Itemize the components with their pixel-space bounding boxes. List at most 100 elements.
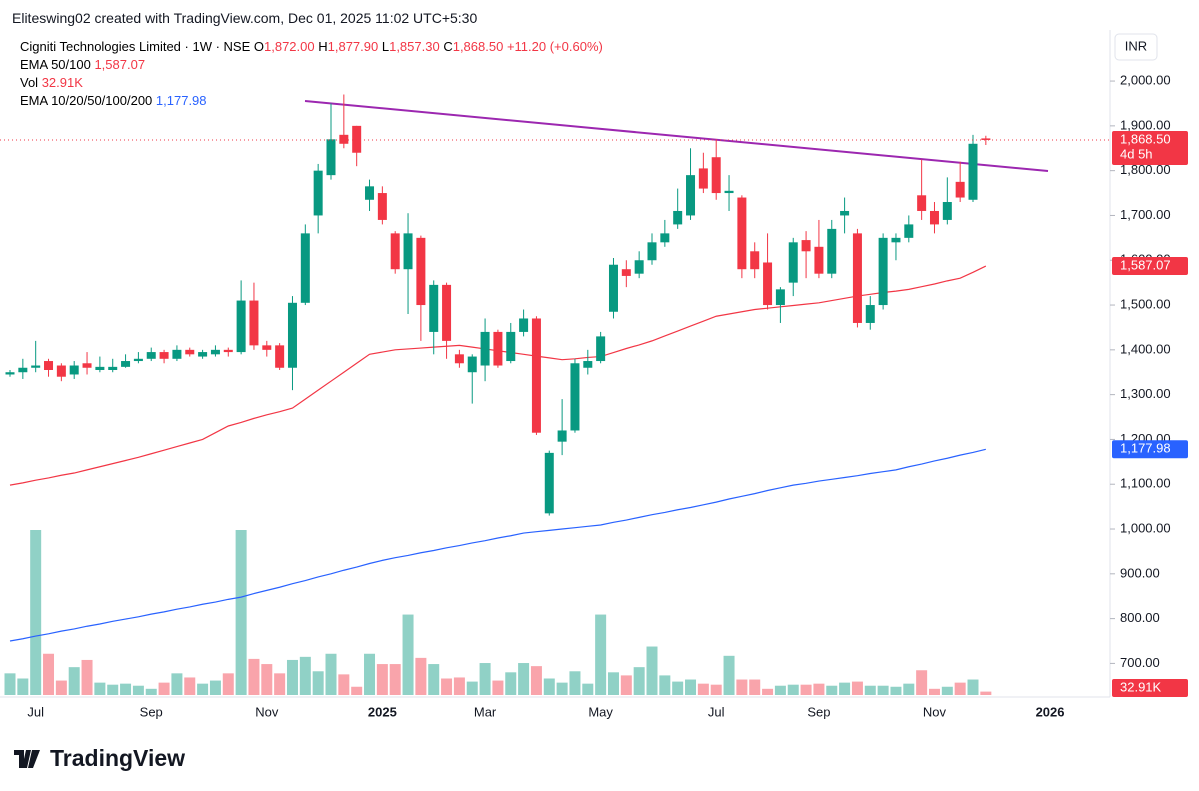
candle-body [852, 233, 862, 323]
candle-body [544, 452, 554, 514]
candle-body [711, 157, 721, 194]
candle-body [608, 264, 618, 312]
y-tick-label: 1,300.00 [1120, 386, 1171, 401]
volume-bar [954, 682, 966, 695]
legend-value: 1,177.98 [155, 93, 207, 108]
candle-body [673, 210, 683, 225]
volume-bar [569, 671, 581, 695]
y-tick-label: 2,000.00 [1120, 73, 1171, 88]
volume-bar [633, 667, 645, 695]
logo: TradingView [14, 745, 185, 771]
volume-bar [81, 659, 93, 695]
ohlc-value: 1,868.50 [452, 39, 504, 54]
legend-row: Cigniti Technologies Limited · 1W · NSE … [20, 38, 603, 56]
candle-body [262, 345, 272, 350]
ema-badge [1112, 440, 1188, 459]
volume-bar [415, 657, 427, 695]
candle-body [519, 318, 529, 332]
candle-body [570, 363, 580, 431]
candle-body [493, 331, 503, 366]
volume-bar [68, 667, 80, 695]
volume-bar [543, 678, 555, 695]
candle-body [506, 331, 516, 362]
candle-body [185, 349, 195, 355]
attribution: Eliteswing02 created with TradingView.co… [12, 10, 478, 26]
legend-row: EMA 10/20/50/100/200 1,177.98 [20, 92, 603, 110]
candle-body [326, 139, 336, 176]
volume-bar [851, 681, 863, 695]
volume-bar [582, 683, 594, 695]
candle-body [840, 210, 850, 216]
candle-body [454, 354, 464, 364]
candle-body [95, 366, 105, 370]
volume-bar [30, 530, 42, 695]
candle-body [698, 168, 708, 189]
candle-body [801, 240, 811, 252]
volume-bar [441, 678, 453, 695]
volume-bar [479, 663, 491, 695]
volume-bar [299, 656, 311, 695]
volume-bar [389, 664, 401, 695]
volume-bar [556, 682, 568, 695]
volume-bar [351, 686, 363, 695]
volume-bar [774, 685, 786, 695]
x-tick-label: Jul [27, 704, 44, 719]
candle-body [133, 358, 143, 362]
y-tick-label: 900.00 [1120, 565, 1160, 580]
volume-bar [453, 677, 465, 695]
candle-body [981, 138, 991, 140]
volume-bar [107, 684, 119, 695]
volume-bar [697, 683, 709, 695]
candle-body [223, 349, 233, 353]
ohlc-key: C [443, 39, 453, 54]
y-tick-label: 1,700.00 [1120, 207, 1171, 222]
plot-area [0, 30, 1110, 697]
x-tick-label: 2026 [1036, 704, 1065, 719]
volume-bar [903, 683, 915, 695]
volume-bar [928, 688, 940, 695]
currency-box[interactable] [1114, 33, 1158, 61]
candle-body [442, 284, 452, 341]
volume-bar [685, 679, 697, 695]
candle-body [660, 233, 670, 243]
candle-body [146, 352, 156, 359]
volume-bar [235, 530, 247, 695]
symbol: Cigniti Technologies Limited · 1W · NSE [20, 39, 251, 54]
candle-body [287, 302, 297, 368]
candle-body [159, 352, 169, 359]
candle-body [827, 228, 837, 274]
volume-bar [800, 684, 812, 695]
volume-bar [402, 614, 414, 695]
candle-body [968, 143, 978, 200]
ohlc-value: 1,872.00 [264, 39, 315, 54]
candle-body [56, 365, 66, 377]
legend-name: Vol [20, 75, 39, 90]
volume-bar [787, 684, 799, 695]
volume-bar [710, 684, 722, 695]
candle-body [377, 193, 387, 220]
candle-body [69, 365, 79, 375]
x-tick-label: Nov [923, 704, 947, 719]
candle-body [917, 195, 927, 211]
ema-line [9, 448, 986, 642]
volume-bar [813, 683, 825, 695]
candle-body [429, 284, 439, 332]
volume-bar [222, 673, 234, 695]
candle-body [647, 242, 657, 261]
candle-body [121, 361, 131, 367]
candle-body [814, 246, 824, 274]
candle-body [737, 197, 747, 270]
volume-bar [826, 685, 838, 695]
volume-bar [466, 681, 478, 695]
x-tick-label: Nov [255, 704, 279, 719]
x-tick-label: May [588, 704, 613, 719]
volume-bar [197, 683, 209, 695]
volume-bar [595, 614, 607, 695]
ohlc-key: L [381, 39, 390, 54]
volume-bar [607, 672, 619, 695]
candle-body [686, 175, 696, 216]
candle-body [763, 262, 773, 306]
volume-bar [17, 678, 29, 695]
volume-bar [749, 679, 761, 695]
